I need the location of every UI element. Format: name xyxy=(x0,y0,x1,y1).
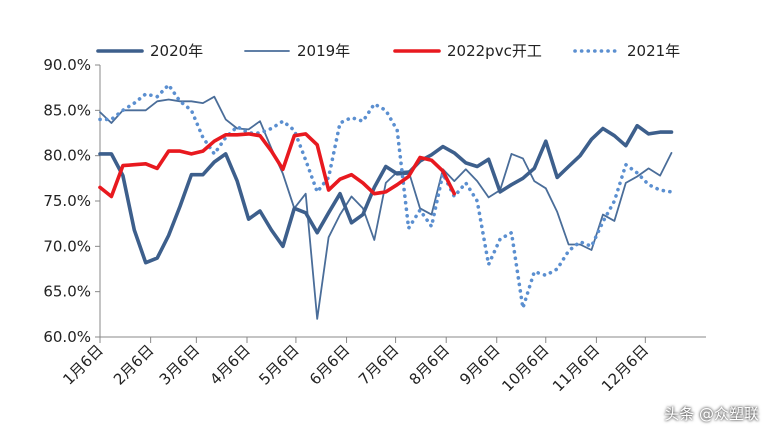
x-tick-label: 8月6日 xyxy=(406,341,453,388)
legend-label-3: 2021年 xyxy=(627,42,680,60)
watermark-text: 头条 @众塑联 xyxy=(664,405,759,423)
series-line-1 xyxy=(99,95,673,320)
x-tick-label: 3月6日 xyxy=(156,341,203,388)
series-line-2 xyxy=(98,132,457,199)
y-tick-label: 60.0% xyxy=(43,328,91,346)
y-axis-ticks: 60.0% 65.0% 70.0% 75.0% 80.0% 85.0% 90.0% xyxy=(43,56,100,346)
legend-label-2: 2022pvc开工 xyxy=(447,42,542,60)
y-tick-label: 75.0% xyxy=(43,192,91,210)
y-tick-label: 80.0% xyxy=(43,147,91,165)
series-lines xyxy=(98,83,674,320)
y-tick-label: 85.0% xyxy=(43,101,91,119)
legend-label-0: 2020年 xyxy=(150,42,203,60)
x-tick-label: 7月6日 xyxy=(355,341,402,388)
x-tick-label: 1月6日 xyxy=(59,341,106,388)
y-tick-label: 70.0% xyxy=(43,237,91,255)
x-tick-label: 2月6日 xyxy=(110,341,157,388)
y-tick-label: 90.0% xyxy=(43,56,91,74)
x-tick-label: 4月6日 xyxy=(206,341,253,388)
x-tick-label: 11月6日 xyxy=(549,341,603,395)
x-tick-label: 6月6日 xyxy=(306,341,353,388)
x-tick-label: 5月6日 xyxy=(255,341,302,388)
chart-legend: 2020年 2019年 2022pvc开工 2021年 xyxy=(96,42,680,60)
series-line-0 xyxy=(98,123,674,265)
series-line-3 xyxy=(98,83,674,310)
legend-label-1: 2019年 xyxy=(297,42,350,60)
x-tick-label: 12月6日 xyxy=(598,341,652,395)
x-tick-label: 10月6日 xyxy=(498,341,552,395)
x-tick-label: 9月6日 xyxy=(456,341,503,388)
y-tick-label: 65.0% xyxy=(43,283,91,301)
